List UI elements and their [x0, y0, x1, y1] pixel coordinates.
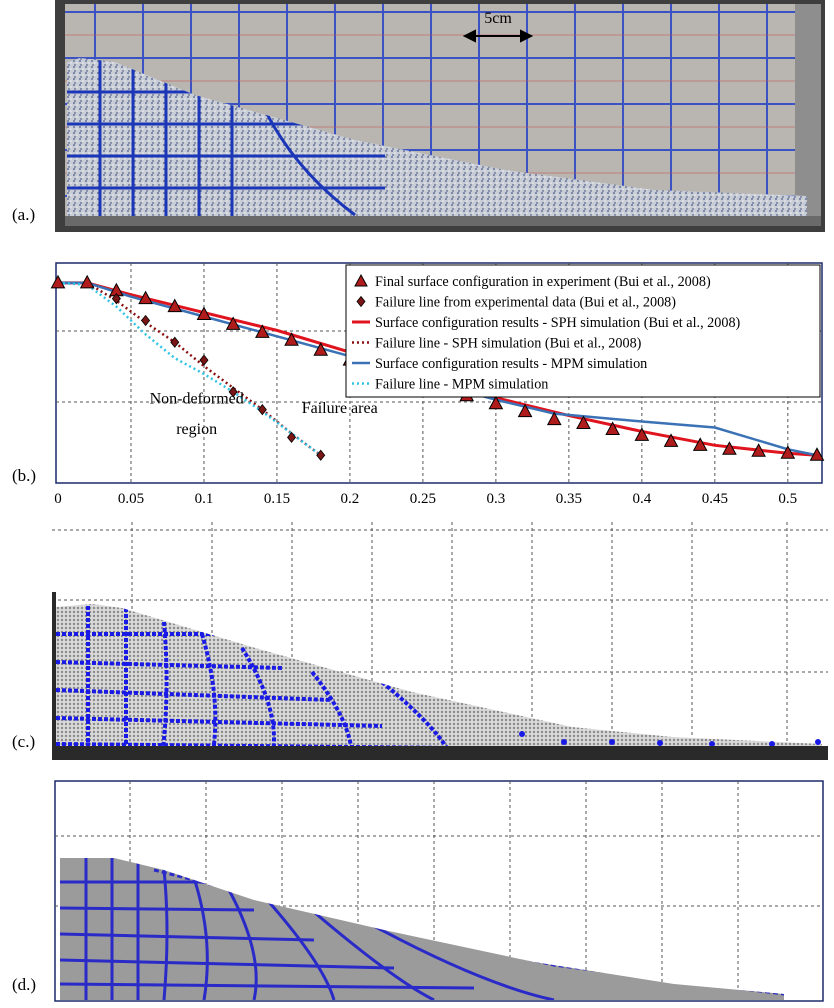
x-tick-label: 0.1	[195, 491, 214, 507]
experiment-photo: 5cm	[55, 0, 825, 232]
experiment-triangle-marker	[284, 332, 299, 346]
series-line-3	[58, 281, 322, 457]
legend-entry-label: Failure line - SPH simulation (Bui et al…	[375, 336, 642, 352]
series-line-5	[57, 281, 322, 457]
chart-annotations: Non-deformed region Failure area	[150, 390, 378, 438]
chart-x-ticks: 0 0.05 0.1 0.15 0.2 0.25 0.3 0.35 0.4 0.45 0.5	[54, 491, 797, 507]
failure-diamond-marker	[111, 293, 121, 305]
failure-diamond-marker	[141, 314, 151, 327]
x-tick-label: 0.45	[702, 491, 728, 507]
x-tick-label: 0.05	[118, 491, 144, 507]
x-tick-label: 0.2	[341, 491, 360, 507]
experiment-triangle-marker	[780, 445, 796, 459]
experiment-triangle-marker	[576, 415, 591, 430]
failure-chart: 0 0.05 0.1 0.15 0.2 0.25 0.3 0.35 0.4 0.45 0.5 Non…	[50, 262, 825, 507]
experiment-triangle-marker	[692, 437, 708, 451]
chart-annotation: region	[176, 421, 217, 438]
legend-entry-label: Surface configuration results - SPH simu…	[375, 315, 741, 331]
panel-d-label: (d.)	[12, 975, 37, 994]
scale-bar	[462, 29, 534, 43]
legend-entry-label: Surface configuration results - MPM simu…	[375, 356, 647, 372]
experiment-triangle-marker	[225, 316, 241, 330]
x-tick-label: 0.5	[778, 491, 797, 507]
experiment-triangle-marker	[663, 433, 679, 447]
chart-annotation: Failure area	[302, 400, 378, 417]
failure-diamond-marker	[170, 336, 180, 348]
failure-diamond-marker	[228, 386, 238, 398]
panel-c-label: (c.)	[12, 732, 36, 751]
failure-diamond-marker	[257, 404, 267, 416]
x-tick-label: 0.3	[487, 491, 506, 507]
legend-swatch-triangle	[354, 273, 368, 287]
experiment-triangle-marker	[167, 298, 183, 313]
mpm-particle-snapshot	[54, 780, 824, 1002]
legend-box	[345, 264, 821, 398]
panel-a-label: (a.)	[12, 205, 36, 224]
x-tick-label: 0	[54, 491, 62, 507]
experiment-triangle-marker	[751, 443, 766, 457]
legend-swatch-diamond	[356, 295, 366, 308]
failure-diamond-marker	[316, 449, 326, 461]
experiment-triangle-marker	[546, 411, 562, 426]
x-tick-label: 0.4	[632, 491, 651, 507]
failure-diamond-marker	[287, 431, 297, 444]
experiment-triangle-marker	[138, 290, 153, 305]
experiment-triangle-marker	[50, 274, 66, 289]
x-tick-label: 0.35	[556, 491, 582, 507]
x-tick-label: 0.25	[410, 491, 436, 507]
experiment-triangle-marker	[196, 306, 212, 321]
experiment-triangle-marker	[255, 324, 270, 338]
legend-entry-label: Final surface configuration in experimen…	[375, 274, 711, 290]
experiment-triangle-marker	[605, 421, 620, 435]
scale-bar-label: 5cm	[484, 10, 512, 27]
chart-annotation: Non-deformed	[150, 390, 244, 407]
legend-entry-label: Failure line - MPM simulation	[375, 377, 548, 393]
legend-entry-label: Failure line from experimental data (Bui…	[375, 295, 676, 311]
x-tick-label: 0.15	[264, 491, 290, 507]
panel-b-label: (b.)	[12, 466, 37, 485]
sph-particle-snapshot	[52, 522, 828, 760]
failure-diamond-marker	[199, 354, 209, 366]
experiment-triangle-marker	[517, 403, 533, 418]
experiment-triangle-marker	[722, 441, 737, 455]
experiment-triangle-marker	[79, 274, 95, 289]
experiment-triangle-marker	[488, 395, 504, 410]
experiment-triangle-marker	[809, 447, 825, 461]
experiment-triangle-marker	[634, 427, 650, 441]
experiment-triangle-marker	[313, 342, 329, 356]
chart-legend: Final surface configuration in experimen…	[345, 264, 821, 398]
